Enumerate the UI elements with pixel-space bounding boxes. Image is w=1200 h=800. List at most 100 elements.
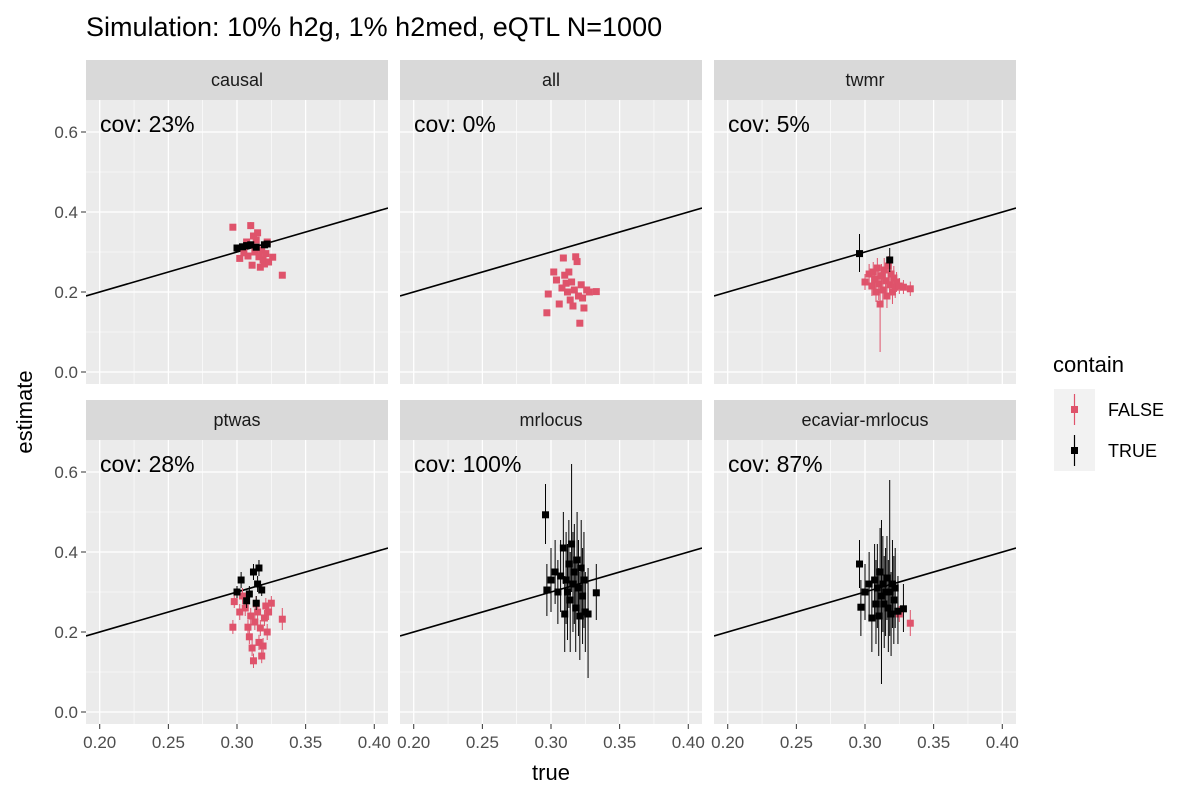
data-point [861,278,869,286]
data-point [886,281,894,289]
data-point [585,288,593,296]
data-point [577,281,585,289]
data-point [882,277,890,285]
facet-strip [400,60,702,100]
data-point [576,319,584,327]
facet-strip [86,400,388,440]
data-point [884,262,892,270]
legend-title: contain [1053,352,1124,377]
x-tick-label: 0.25 [780,733,813,752]
data-point [876,300,884,308]
data-point [256,624,264,632]
data-point [894,607,902,615]
data-point [260,260,268,268]
x-tick-label: 0.40 [986,733,1019,752]
y-tick-label: 0.2 [54,283,78,302]
data-point [568,278,576,286]
legend-label-false: FALSE [1108,400,1164,420]
data-point [245,633,253,641]
data-point [247,241,255,249]
data-point [236,608,244,616]
facet-strip-label: all [542,70,560,90]
data-point [568,540,576,548]
data-point [891,283,899,291]
data-point [884,604,892,612]
data-point [906,285,914,293]
coverage-annotation: cov: 87% [728,451,823,477]
data-point [875,280,883,288]
data-point [857,603,865,611]
data-point [893,278,901,286]
y-axis-title: estimate [12,370,37,453]
x-axis-title: true [532,760,570,785]
data-point [229,623,237,631]
data-point [248,644,256,652]
data-point [569,580,577,588]
data-point [551,568,559,576]
data-point [561,271,569,279]
data-point [875,612,883,620]
x-tick-label: 0.30 [220,733,253,752]
data-point [856,560,864,568]
data-point [251,618,259,626]
data-point [880,266,888,274]
data-point [254,580,262,588]
data-point [876,568,884,576]
data-point [254,608,262,616]
data-point [258,246,266,254]
x-tick-label: 0.35 [603,733,636,752]
data-point [580,304,588,312]
data-point [879,286,887,294]
legend-key-true-point [1071,447,1078,454]
y-tick-label: 0.0 [54,363,78,382]
data-point [229,223,237,231]
coverage-annotation: cov: 0% [414,111,496,137]
data-point [592,288,600,296]
data-point [869,268,877,276]
data-point [565,560,573,568]
facet-strip [400,400,702,440]
data-point [555,300,563,308]
data-point [558,284,566,292]
data-point [238,243,246,251]
data-point [882,588,890,596]
facet-strip [714,60,1016,100]
data-point [256,263,264,271]
data-point [247,222,255,230]
facet-strip-label: ptwas [213,410,260,430]
facet-panel-ecaviar-mrlocus: ecaviar-mrlocus cov: 87% 0.20 0.25 0.30 0.35 0… [711,400,1019,752]
data-point [871,275,879,283]
x-tick-label: 0.20 [83,733,116,752]
y-tick-label: 0.6 [54,463,78,482]
data-point [865,270,873,278]
data-point [574,292,582,300]
data-point [868,614,876,622]
data-point [269,253,277,261]
data-point [542,511,550,519]
data-point [262,250,270,258]
data-point [880,600,888,608]
data-point [252,599,260,607]
data-point [573,556,581,564]
identity-reference-line [714,207,1016,297]
data-point [570,286,578,294]
data-point [579,592,587,600]
data-point [879,580,887,588]
data-point [856,250,864,258]
data-point [865,580,873,588]
data-point [576,612,584,620]
data-point [278,615,286,623]
data-point [259,642,267,650]
data-point [263,628,271,636]
data-point [573,258,581,266]
data-point [233,588,241,596]
data-point [899,283,907,291]
data-point [883,292,891,300]
data-point [254,229,262,237]
data-point [580,576,588,584]
data-point [241,604,249,612]
data-point [243,242,251,250]
facet-strip [714,400,1016,440]
data-point [561,610,569,618]
